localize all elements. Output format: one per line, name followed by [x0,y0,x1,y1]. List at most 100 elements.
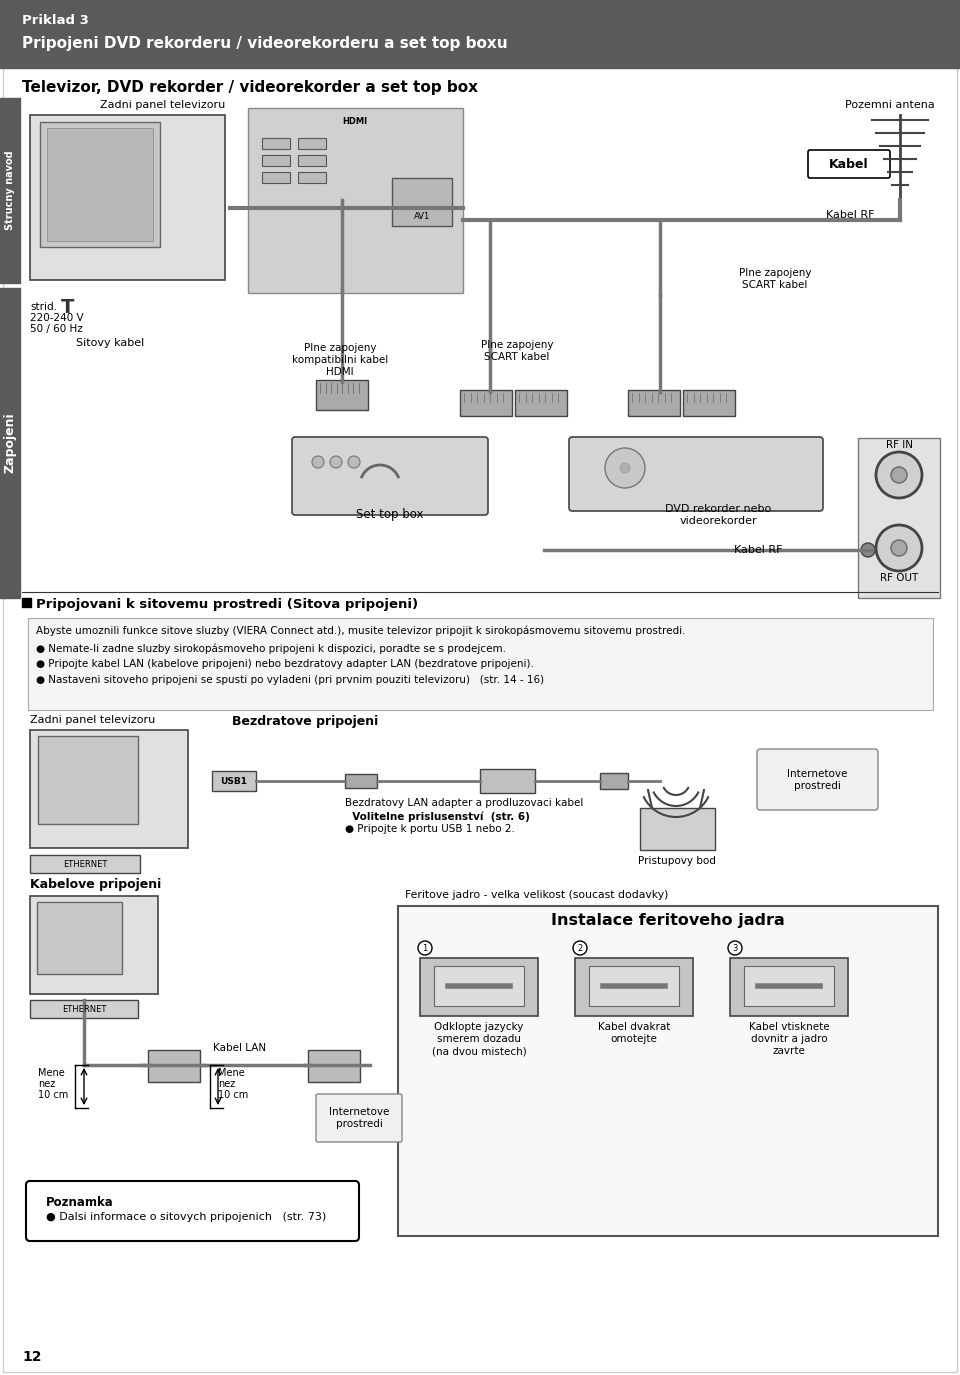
Bar [345,774,377,788]
Text: Kabelove pripojeni: Kabelove pripojeni [30,879,161,891]
Circle shape [861,543,875,557]
Bar [298,138,326,148]
Text: Bezdratovy LAN adapter a prodluzovaci kabel: Bezdratovy LAN adapter a prodluzovaci ka… [345,798,584,808]
Text: Zadni panel televizoru: Zadni panel televizoru [30,715,156,725]
Text: Pripojeni DVD rekorderu / videorekorderu a set top boxu: Pripojeni DVD rekorderu / videorekorderu… [22,36,508,51]
Bar [0,287,20,598]
Circle shape [620,463,630,473]
Text: Strucny navod: Strucny navod [5,150,15,230]
Bar [0,0,960,67]
Bar [40,122,160,248]
Text: Pozemni antena: Pozemni antena [845,100,935,110]
Text: Internetove
prostredi: Internetove prostredi [787,769,847,791]
Text: Zadni panel televizoru: Zadni panel televizoru [100,100,226,110]
Text: 220-240 V: 220-240 V [30,314,84,323]
Text: Kabel RF: Kabel RF [733,544,782,556]
FancyBboxPatch shape [292,437,488,516]
Bar [30,855,140,873]
Text: kompatibilni kabel: kompatibilni kabel [292,355,388,364]
Text: Zapojeni: Zapojeni [4,412,16,473]
Text: ● Pripojte kabel LAN (kabelove pripojeni) nebo bezdratovy adapter LAN (bezdratov: ● Pripojte kabel LAN (kabelove pripojeni… [36,659,534,670]
Bar [22,598,31,606]
Bar [37,902,122,973]
Text: RF OUT: RF OUT [880,573,918,583]
Circle shape [418,941,432,956]
Text: Priklad 3: Priklad 3 [22,14,89,28]
Text: Mene: Mene [218,1068,245,1078]
Text: Volitelne prislusenství  (str. 6): Volitelne prislusenství (str. 6) [345,811,530,821]
Text: HDMI: HDMI [343,117,368,126]
Text: Set top box: Set top box [356,507,423,521]
Bar [212,771,256,791]
Bar [858,439,940,598]
Bar [640,808,715,850]
Text: videorekorder: videorekorder [679,516,756,527]
FancyBboxPatch shape [316,1094,402,1143]
Circle shape [728,941,742,956]
Text: 1: 1 [422,943,427,953]
Text: Sitovy kabel: Sitovy kabel [76,338,144,348]
Text: Poznamka: Poznamka [46,1196,113,1209]
Bar [316,380,368,410]
Bar [480,769,535,793]
FancyBboxPatch shape [26,1181,359,1242]
Text: T: T [61,298,75,318]
Bar [38,736,138,824]
Text: Kabel RF: Kabel RF [827,210,875,220]
Text: ● Pripojte k portu USB 1 nebo 2.: ● Pripojte k portu USB 1 nebo 2. [345,824,515,835]
Bar [744,967,834,1006]
Text: Feritove jadro - velka velikost (soucast dodavky): Feritove jadro - velka velikost (soucast… [405,890,668,901]
Circle shape [330,456,342,468]
Text: AV1: AV1 [414,212,430,221]
Bar [628,390,680,417]
Text: Kabel dvakrat: Kabel dvakrat [598,1022,670,1033]
Text: 50 / 60 Hz: 50 / 60 Hz [30,324,83,334]
Bar [262,172,290,183]
Text: 10 cm: 10 cm [218,1090,249,1100]
Text: Instalace feritoveho jadra: Instalace feritoveho jadra [551,913,785,928]
Text: 10 cm: 10 cm [38,1090,68,1100]
Text: SCART kabel: SCART kabel [484,352,550,362]
Bar [398,906,938,1236]
Text: Plne zapojeny: Plne zapojeny [303,342,376,353]
Bar [30,896,158,994]
Bar [515,390,567,417]
Bar [434,967,524,1006]
Bar [460,390,512,417]
Bar [730,958,848,1016]
Bar [420,958,538,1016]
Text: Televizor, DVD rekorder / videorekorder a set top box: Televizor, DVD rekorder / videorekorder … [22,80,478,95]
Text: nez: nez [218,1079,235,1089]
Text: (na dvou mistech): (na dvou mistech) [432,1046,526,1056]
Text: Abyste umoznili funkce sitove sluzby (VIERA Connect atd.), musite televizor prip: Abyste umoznili funkce sitove sluzby (VI… [36,626,685,635]
Bar [148,1050,200,1082]
Text: strid.: strid. [30,302,57,312]
Bar [30,1000,138,1018]
Bar [392,177,452,226]
Text: nez: nez [38,1079,56,1089]
Text: Kabel LAN: Kabel LAN [213,1044,267,1053]
Bar [298,155,326,166]
Text: 12: 12 [22,1350,41,1364]
Circle shape [891,468,907,483]
Bar [575,958,693,1016]
Text: USB1: USB1 [221,777,248,785]
Text: Kabel: Kabel [829,158,869,170]
FancyBboxPatch shape [757,749,878,810]
Text: Plne zapojeny: Plne zapojeny [481,340,553,351]
Bar [683,390,735,417]
Text: ● Nemate-li zadne sluzby sirokopásmoveho pripojeni k dispozici, poradte se s pro: ● Nemate-li zadne sluzby sirokopásmoveho… [36,644,506,653]
Circle shape [876,525,922,571]
Circle shape [573,941,587,956]
Text: smerem dozadu: smerem dozadu [437,1034,521,1044]
Text: zavrte: zavrte [773,1046,805,1056]
Text: Plne zapojeny: Plne zapojeny [739,268,811,278]
Text: DVD rekorder nebo: DVD rekorder nebo [665,505,771,514]
Text: HDMI: HDMI [326,367,354,377]
Bar [47,128,153,241]
Circle shape [605,448,645,488]
Text: Pristupovy bod: Pristupovy bod [638,857,716,866]
Bar [600,773,628,789]
Bar [0,98,20,283]
Text: ETHERNET: ETHERNET [61,1005,107,1013]
